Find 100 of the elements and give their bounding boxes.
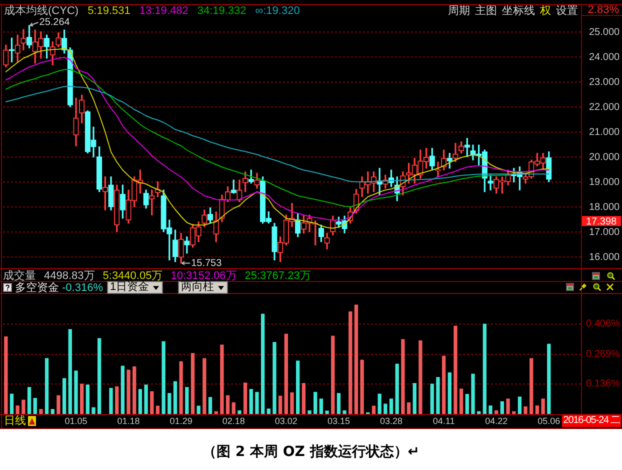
bar — [56, 395, 60, 414]
text: 2016-05-24 二 — [562, 415, 621, 427]
bar — [196, 406, 200, 414]
bar — [44, 358, 49, 414]
bar — [10, 394, 14, 414]
text: 日线 — [4, 415, 26, 427]
bar — [494, 410, 498, 414]
bar — [384, 404, 388, 414]
annotation: 主图 — [475, 5, 497, 17]
bar — [33, 398, 37, 414]
text: 17.398 — [586, 216, 618, 228]
bar — [430, 384, 434, 414]
bar — [290, 392, 294, 414]
bar — [80, 384, 84, 414]
chart-title: 成本均线(CYC) — [4, 5, 79, 17]
bar — [68, 329, 72, 414]
bar — [190, 353, 195, 414]
bar — [98, 338, 102, 414]
text: 13:19.482 — [139, 5, 188, 17]
bar — [378, 394, 382, 414]
bar — [220, 344, 224, 414]
candlestick — [20, 29, 26, 50]
bar — [372, 406, 376, 414]
bar — [260, 314, 265, 414]
bar — [150, 391, 154, 414]
dropdown: 两向柱 — [178, 281, 228, 294]
y-tick-label: 25.000 — [589, 26, 620, 38]
bar — [156, 406, 160, 414]
bar — [302, 383, 306, 414]
bar — [132, 366, 136, 414]
bar — [266, 408, 270, 414]
x-tick-label: 01.29 — [170, 416, 192, 426]
dropdown: 1日资金 — [106, 281, 164, 294]
bar — [541, 398, 545, 414]
bar — [168, 393, 172, 414]
candlestick — [488, 174, 494, 190]
text: 2.83% — [588, 4, 619, 16]
bar — [144, 384, 148, 414]
bar — [202, 358, 206, 414]
annotation: 25.264 — [39, 17, 70, 28]
bar — [412, 383, 416, 414]
text: 34:19.332 — [197, 5, 246, 17]
bar — [249, 389, 253, 414]
annotation: 权 — [540, 5, 551, 17]
bar — [436, 377, 440, 414]
x-tick-label: 01.18 — [117, 416, 140, 426]
bar — [360, 360, 364, 414]
bar — [86, 384, 90, 414]
y-tick-label: 21.000 — [589, 126, 620, 138]
text: 4498.83万 — [44, 270, 95, 282]
bar — [524, 406, 528, 414]
y-tick-label: 18.000 — [589, 202, 620, 213]
bar — [185, 387, 189, 414]
bar — [500, 401, 504, 414]
bar — [331, 336, 335, 414]
bar — [336, 393, 341, 414]
bar — [278, 396, 282, 414]
bar — [401, 339, 405, 414]
x-tick-label: 03.28 — [380, 416, 403, 426]
bar — [272, 342, 276, 414]
x-tick-label: 04.11 — [432, 416, 455, 426]
bar — [4, 336, 8, 414]
bar — [138, 389, 142, 414]
bar — [406, 402, 411, 414]
text: 10:3152.06万 — [170, 270, 237, 282]
bar — [506, 398, 510, 414]
bar — [238, 410, 242, 414]
bar — [39, 409, 43, 414]
bar — [179, 361, 183, 414]
bar — [232, 402, 236, 414]
bar — [126, 370, 130, 414]
text: 设置 — [556, 5, 578, 17]
x-tick-label: 03.02 — [274, 416, 298, 426]
bar — [325, 410, 329, 414]
bar — [214, 411, 218, 414]
bar — [530, 358, 534, 414]
x-tick-label: 04.22 — [485, 416, 508, 426]
y-tick-label: 17.000 — [589, 226, 620, 238]
bar — [535, 405, 540, 414]
bar — [465, 394, 469, 414]
bar — [308, 410, 312, 414]
bar — [459, 388, 464, 414]
bar — [547, 344, 551, 414]
bar — [488, 405, 492, 414]
bar — [109, 388, 113, 414]
bar — [348, 311, 352, 414]
bar — [389, 398, 394, 414]
y-tick-label: 24.000 — [589, 52, 620, 63]
bar — [296, 360, 300, 414]
bar — [395, 364, 399, 414]
y-tick-label: 0.406% — [586, 318, 620, 330]
bar — [115, 386, 119, 414]
bar — [319, 398, 324, 414]
bar — [454, 326, 458, 414]
bar — [418, 340, 422, 414]
x-tick-label: 05.06 — [538, 416, 560, 426]
bar — [471, 374, 475, 414]
text: 5:19.531 — [88, 5, 130, 17]
y-tick-label: 0.269% — [586, 349, 620, 360]
bar — [448, 372, 452, 414]
